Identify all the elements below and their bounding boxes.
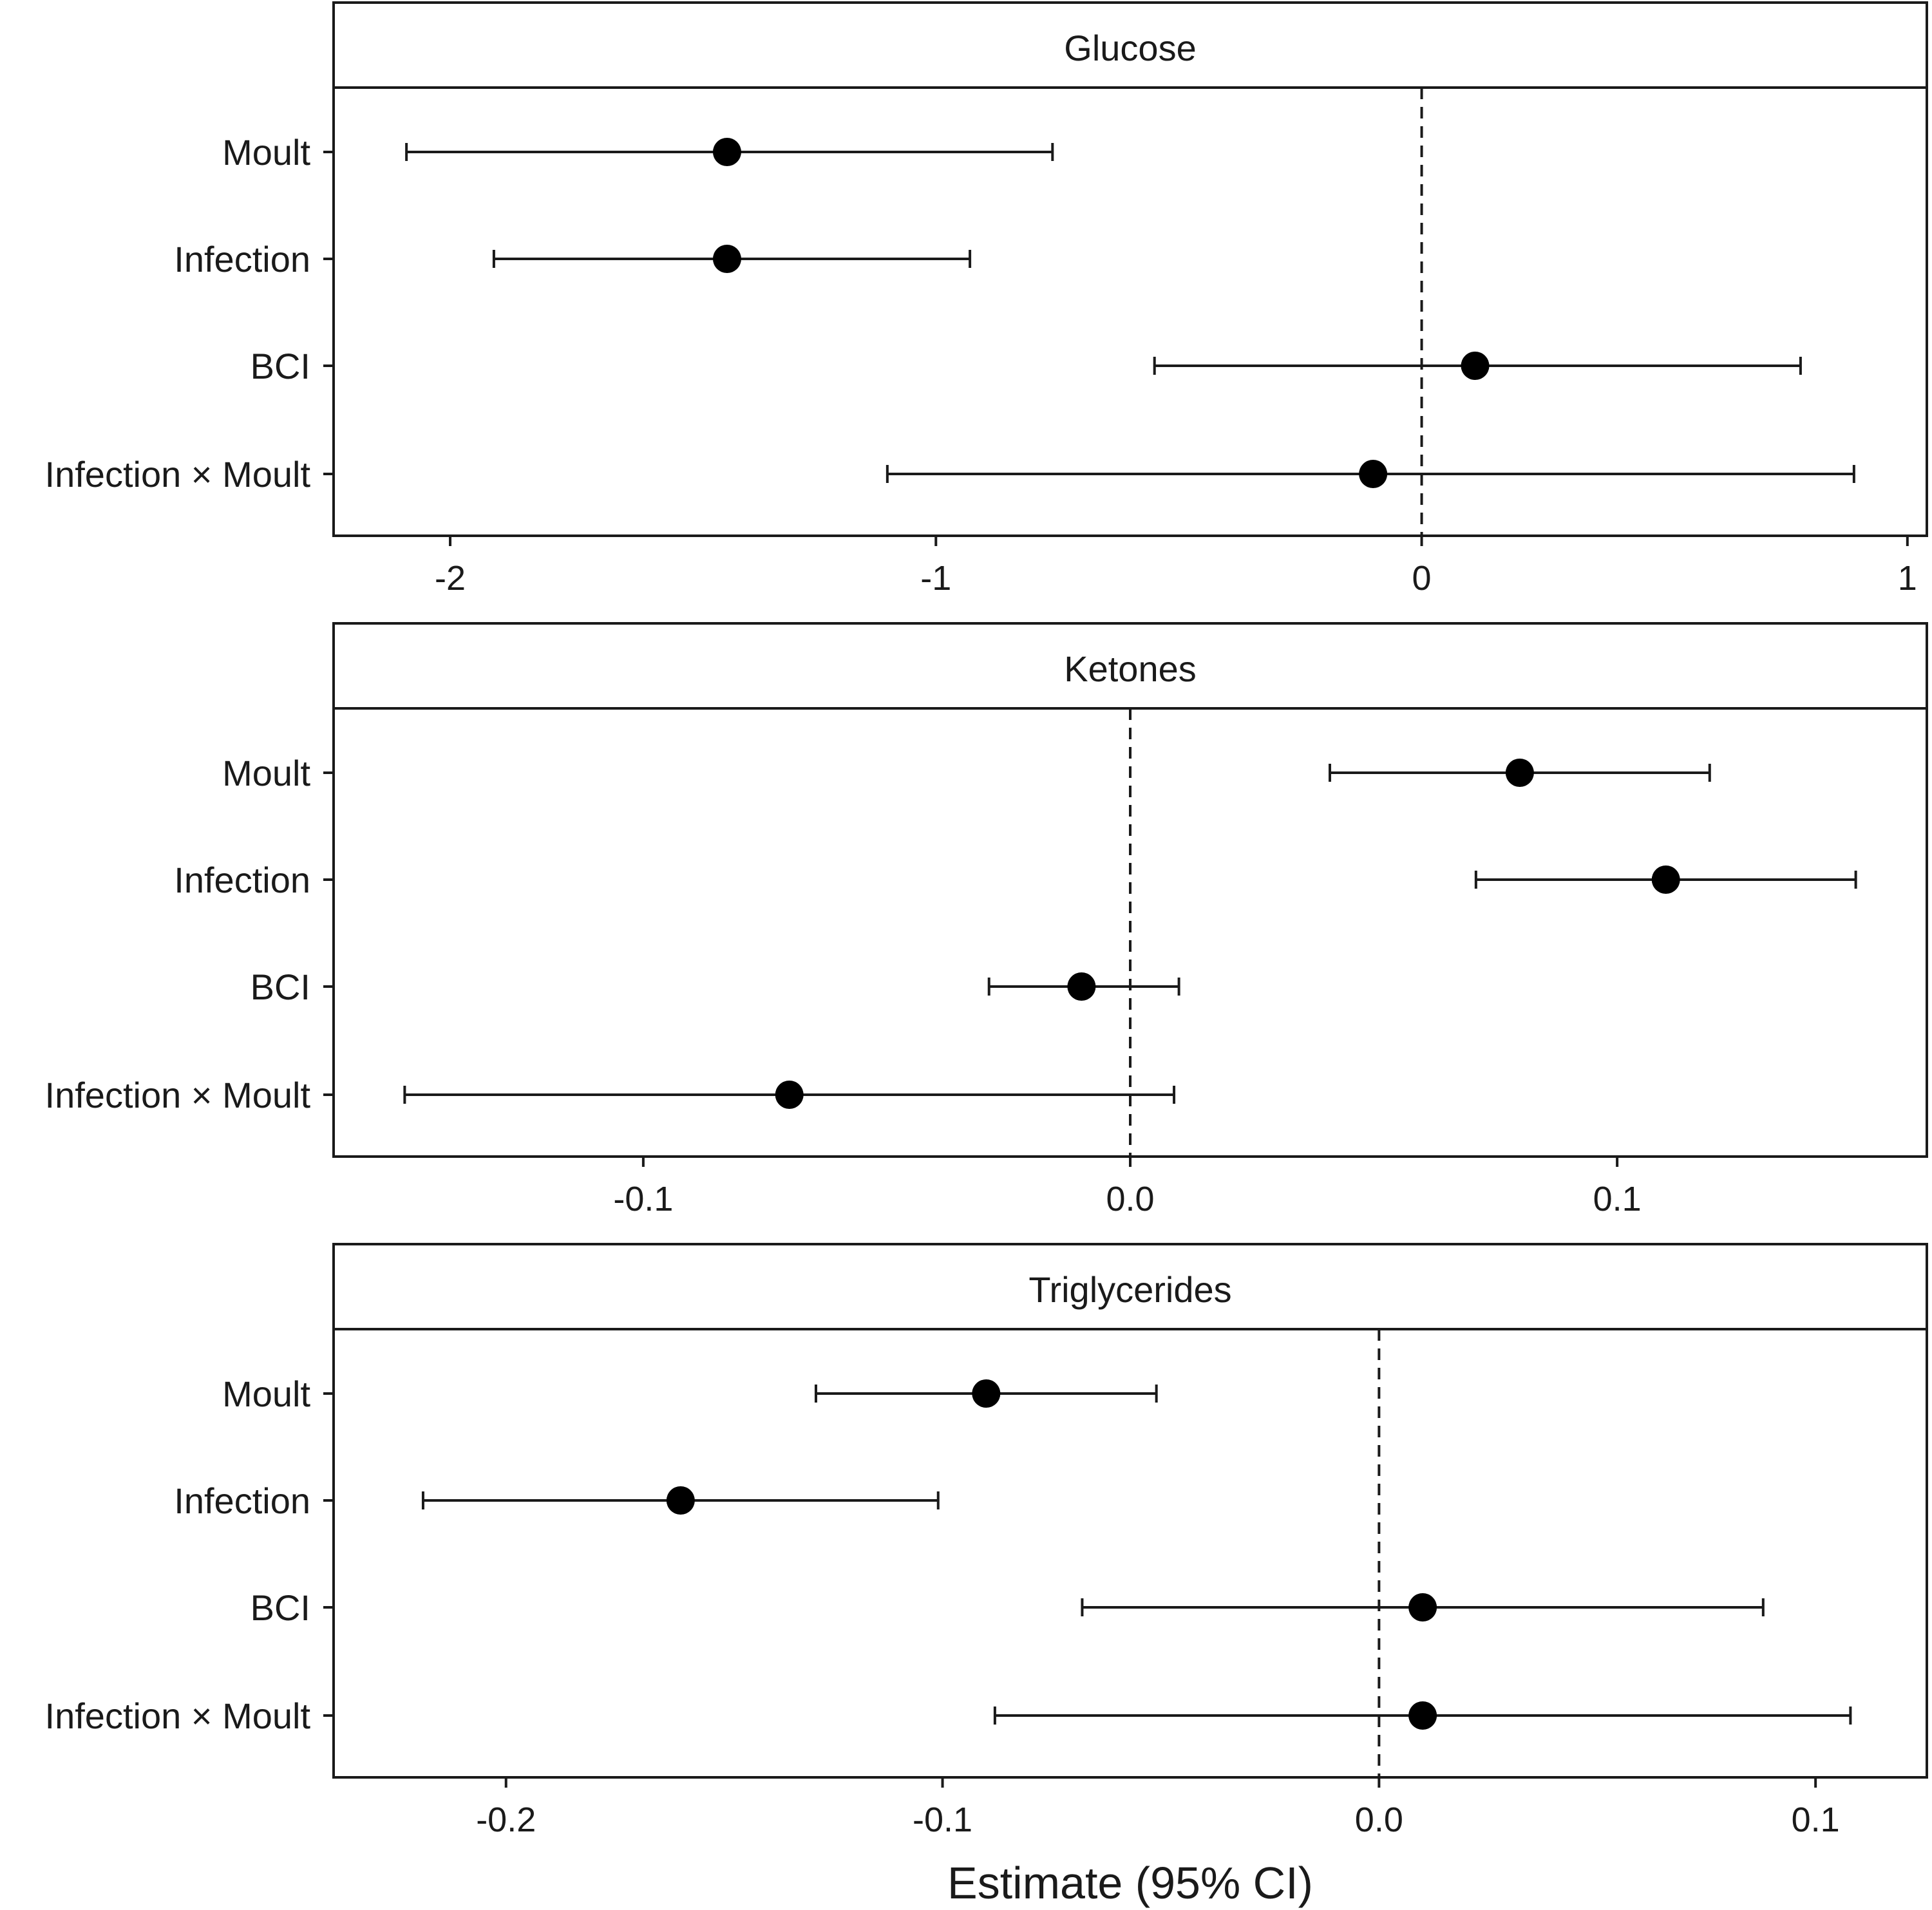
x-tick-label: -0.2 [476,1801,536,1839]
panels: Glucose -2 -1 0 1 Moult Infection BCI Infection … [45,1,1928,1839]
row-label-infection-moult: Infection × Moult [45,1075,311,1115]
point-estimate-infection [712,245,741,273]
point-estimate-infection-moult [1408,1701,1437,1730]
x-tick-label: 0.1 [1792,1801,1840,1839]
row-label-infection: Infection [174,1480,310,1521]
panel-title: Glucose [1064,28,1196,68]
facet-strip [332,1243,1928,1330]
point-estimate-infection-moult [1359,460,1388,488]
panel-ketones: Ketones -0.1 0.0 0.1 Moult Infection BCI Infect… [45,622,1928,1218]
point-estimate-moult [972,1379,1001,1408]
plot-frame [332,1328,1928,1779]
x-tick-label: -1 [920,559,951,598]
point-estimate-infection-moult [775,1081,804,1109]
facet-strip [332,622,1928,710]
panel-triglycerides: Triglycerides -0.2 -0.1 0.0 0.1 Moult Infectio… [45,1243,1928,1839]
row-label-infection: Infection [174,860,310,900]
point-estimate-bci [1461,352,1490,380]
plot-frame [332,86,1928,537]
x-tick-label: 0.0 [1355,1801,1403,1839]
row-label-infection-moult: Infection × Moult [45,1696,311,1736]
point-estimate-bci [1067,972,1096,1001]
x-tick-label: -0.1 [613,1180,673,1218]
point-estimate-moult [712,138,741,166]
x-tick-label: 0.1 [1593,1180,1642,1218]
row-label-bci: BCI [251,346,310,386]
row-label-bci: BCI [251,967,310,1007]
point-estimate-infection [1651,865,1680,894]
x-tick-label: 0.0 [1106,1180,1154,1218]
row-label-moult: Moult [222,132,310,173]
row-label-moult: Moult [222,1374,310,1414]
x-tick-label: -2 [435,559,466,598]
row-label-bci: BCI [251,1587,310,1628]
x-tick-label: 0 [1412,559,1432,598]
x-tick-label: 1 [1898,559,1917,598]
x-axis-title: Estimate (95% CI) [947,1858,1313,1908]
point-estimate-moult [1505,759,1534,787]
panel-glucose: Glucose -2 -1 0 1 Moult Infection BCI Infection … [45,1,1928,598]
row-label-moult: Moult [222,753,310,793]
row-label-infection: Infection [174,239,310,279]
row-label-infection-moult: Infection × Moult [45,454,311,495]
panel-title: Triglycerides [1028,1269,1231,1310]
point-estimate-infection [666,1486,695,1515]
point-estimate-bci [1408,1593,1437,1622]
facet-strip [332,1,1928,89]
panel-title: Ketones [1064,648,1197,689]
x-tick-label: -0.1 [913,1801,972,1839]
